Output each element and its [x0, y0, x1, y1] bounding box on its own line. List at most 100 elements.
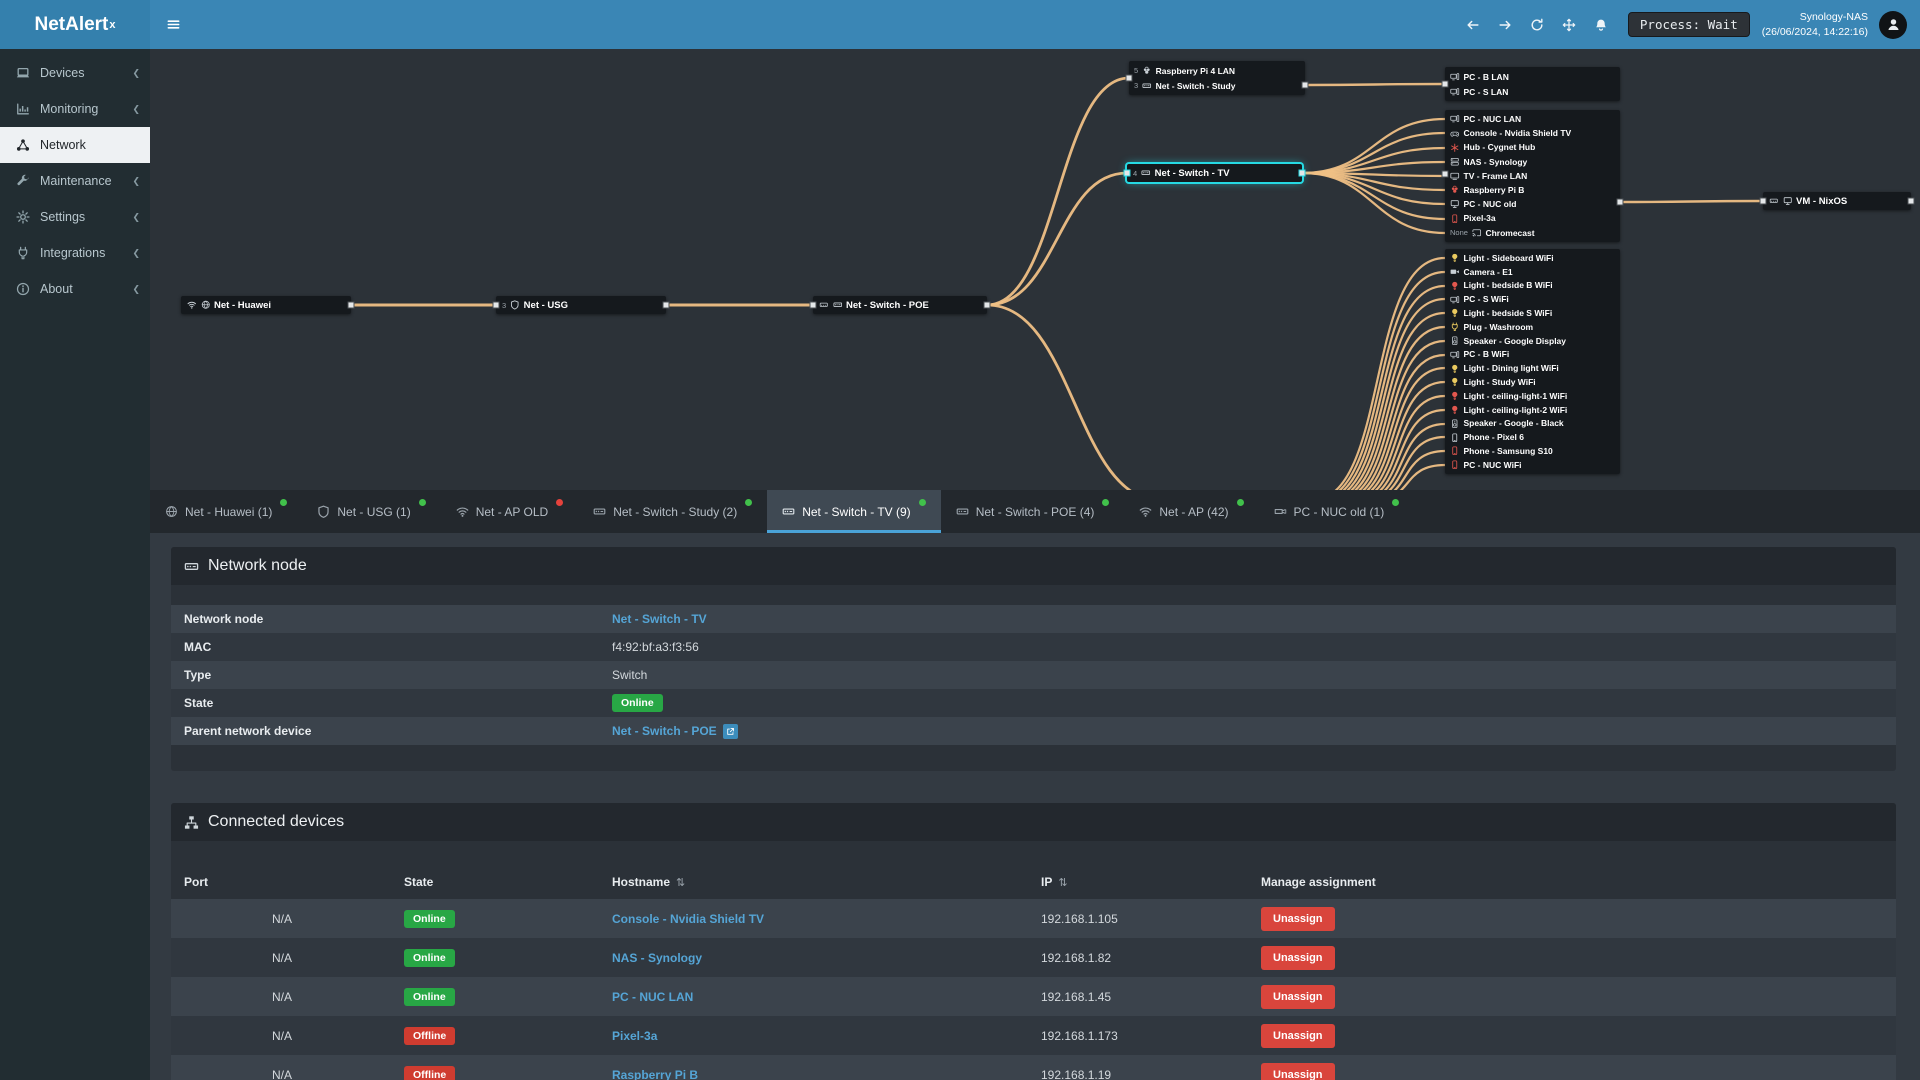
- topology-device-row[interactable]: Pixel-3a: [1445, 211, 1620, 225]
- user-avatar[interactable]: [1879, 10, 1907, 39]
- topology-device-row[interactable]: Phone - Pixel 6: [1445, 430, 1620, 444]
- app-logo[interactable]: NetAlert x: [0, 0, 150, 49]
- sidebar-item-maintenance[interactable]: Maintenance ❮: [0, 163, 150, 199]
- speaker-icon: [1452, 336, 1458, 345]
- tab-net-switch-poe-4[interactable]: Net - Switch - POE (4): [941, 490, 1125, 533]
- device-hostname-link[interactable]: Pixel-3a: [612, 1028, 658, 1043]
- topology-device-row[interactable]: PC - S LAN: [1445, 84, 1620, 99]
- open-parent-node-icon[interactable]: [722, 723, 738, 739]
- unassign-button[interactable]: Unassign: [1261, 984, 1335, 1009]
- monitor-icon: [1450, 200, 1459, 209]
- bell-button[interactable]: [1586, 12, 1616, 38]
- sidebar-item-network[interactable]: Network: [0, 127, 150, 163]
- sidebar-item-monitoring[interactable]: Monitoring ❮: [0, 91, 150, 127]
- tab-net-usg-1[interactable]: Net - USG (1): [302, 490, 440, 533]
- topology-device-row[interactable]: Light - Study WiFi: [1445, 375, 1620, 389]
- topology-node-huawei[interactable]: Net - Huawei: [181, 296, 351, 314]
- topology-device-row[interactable]: NAS - Synology: [1445, 155, 1620, 169]
- move-button[interactable]: [1554, 12, 1584, 38]
- process-status-badge[interactable]: Process: Wait: [1627, 12, 1750, 37]
- device-label: Console - Nvidia Shield TV: [1463, 128, 1572, 139]
- status-dot-green: [418, 499, 426, 506]
- sort-hostname-icon[interactable]: ⇅: [676, 877, 686, 889]
- tab-net-ap-42[interactable]: Net - AP (42): [1124, 490, 1258, 533]
- topology-device-row[interactable]: 5 Raspberry Pi 4 LAN: [1129, 63, 1305, 78]
- sidebar-item-about[interactable]: About ❮: [0, 271, 150, 307]
- back-arrow-button[interactable]: [1458, 12, 1488, 38]
- topology-device-row[interactable]: Speaker - Google Display: [1445, 334, 1620, 348]
- topology-device-row[interactable]: 3 Net - Switch - Study: [1129, 78, 1305, 93]
- topology-device-row[interactable]: Light - Dining light WiFi: [1445, 361, 1620, 375]
- phone-icon: [1452, 446, 1458, 456]
- topology-device-row[interactable]: Hub - Cygnet Hub: [1445, 140, 1620, 154]
- tab-net-switch-tv-9[interactable]: Net - Switch - TV (9): [767, 490, 941, 533]
- topology-device-row[interactable]: PC - S WiFi: [1445, 292, 1620, 306]
- device-label: Light - ceiling-light-1 WiFi: [1463, 390, 1568, 401]
- state-badge: Online: [612, 694, 663, 712]
- topology-device-row[interactable]: Light - Sideboard WiFi: [1445, 251, 1620, 265]
- monitor2-icon: [1450, 295, 1460, 303]
- port-marker: [1759, 197, 1767, 205]
- port-marker: [1441, 170, 1449, 178]
- topology-node-usg[interactable]: 3 Net - USG: [496, 296, 666, 314]
- sidebar-item-integrations[interactable]: Integrations ❮: [0, 235, 150, 271]
- unassign-button[interactable]: Unassign: [1261, 906, 1335, 931]
- monitor2-icon: [1450, 88, 1460, 95]
- topology-device-row[interactable]: Light - ceiling-light-1 WiFi: [1445, 389, 1620, 403]
- bulb-icon: [1452, 309, 1458, 318]
- topology-device-row[interactable]: PC - NUC WiFi: [1445, 458, 1620, 472]
- device-label: Chromecast: [1485, 227, 1535, 238]
- device-hostname-link[interactable]: PC - NUC LAN: [612, 989, 694, 1004]
- tab-pc-nuc-old-1[interactable]: PC - NUC old (1): [1259, 490, 1415, 533]
- topology-device-row[interactable]: PC - NUC LAN: [1445, 112, 1620, 126]
- device-hostname-link[interactable]: Raspberry Pi B: [612, 1067, 699, 1080]
- device-label: Raspberry Pi 4 LAN: [1155, 65, 1236, 76]
- globe-icon: [201, 301, 210, 309]
- server-info: Synology-NAS (26/06/2024, 14:22:16): [1762, 10, 1868, 38]
- topology-device-row[interactable]: PC - B LAN: [1445, 69, 1620, 84]
- topology-device-row[interactable]: PC - B WiFi: [1445, 348, 1620, 362]
- switch-icon: [1141, 170, 1151, 176]
- topology-device-row[interactable]: Raspberry Pi B: [1445, 183, 1620, 197]
- sidebar-item-devices[interactable]: Devices ❮: [0, 55, 150, 91]
- sort-ip-icon[interactable]: ⇅: [1058, 877, 1068, 889]
- topology-device-row[interactable]: Console - Nvidia Shield TV: [1445, 126, 1620, 140]
- wifi-icon: [1140, 507, 1152, 517]
- phone-icon: [1452, 460, 1458, 470]
- topology-device-row[interactable]: Phone - Samsung S10: [1445, 444, 1620, 458]
- chevron-left-icon: ❮: [132, 175, 140, 186]
- tab-net-switch-study-2[interactable]: Net - Switch - Study (2): [578, 490, 767, 533]
- unassign-button[interactable]: Unassign: [1261, 1023, 1335, 1048]
- topology-device-row[interactable]: Light - bedside B WiFi: [1445, 279, 1620, 293]
- topology-device-row[interactable]: PC - NUC old: [1445, 197, 1620, 211]
- refresh-button[interactable]: [1522, 12, 1552, 38]
- topology-device-row[interactable]: Plug - Washroom: [1445, 320, 1620, 334]
- ethernet-icon: [1769, 198, 1778, 204]
- device-hostname-link[interactable]: Console - Nvidia Shield TV: [612, 911, 765, 926]
- status-dot-green: [1392, 499, 1400, 506]
- state-badge: Offline: [404, 1065, 456, 1080]
- chevron-left-icon: ❮: [132, 247, 140, 258]
- sidebar-item-settings[interactable]: Settings ❮: [0, 199, 150, 235]
- topology-device-row[interactable]: TV - Frame LAN: [1445, 169, 1620, 183]
- topology-device-row[interactable]: Camera - E1: [1445, 265, 1620, 279]
- unassign-button[interactable]: Unassign: [1261, 1062, 1335, 1080]
- node-link[interactable]: Net - Switch - TV: [612, 612, 707, 626]
- topology-node-tv[interactable]: 4 Net - Switch - TV: [1127, 164, 1302, 182]
- topology-node-poe[interactable]: Net - Switch - POE: [813, 296, 987, 314]
- forward-arrow-button[interactable]: [1490, 12, 1520, 38]
- topology-device-row[interactable]: Speaker - Google - Black: [1445, 417, 1620, 431]
- tab-net-huawei-1[interactable]: Net - Huawei (1): [150, 490, 302, 533]
- tab-net-ap-old[interactable]: Net - AP OLD: [441, 490, 578, 533]
- parent-node-link[interactable]: Net - Switch - POE: [612, 724, 717, 738]
- gear-icon: [15, 210, 30, 224]
- topology-node-vm[interactable]: VM - NixOS: [1763, 192, 1911, 210]
- topology-device-row[interactable]: None Chromecast: [1445, 226, 1620, 240]
- device-hostname-link[interactable]: NAS - Synology: [612, 950, 703, 965]
- port-marker: [1125, 74, 1133, 82]
- sidebar-toggle-button[interactable]: [150, 0, 196, 49]
- topology-device-row[interactable]: Light - ceiling-light-2 WiFi: [1445, 403, 1620, 417]
- port-label: None: [1450, 228, 1468, 238]
- unassign-button[interactable]: Unassign: [1261, 945, 1335, 970]
- topology-device-row[interactable]: Light - bedside S WiFi: [1445, 306, 1620, 320]
